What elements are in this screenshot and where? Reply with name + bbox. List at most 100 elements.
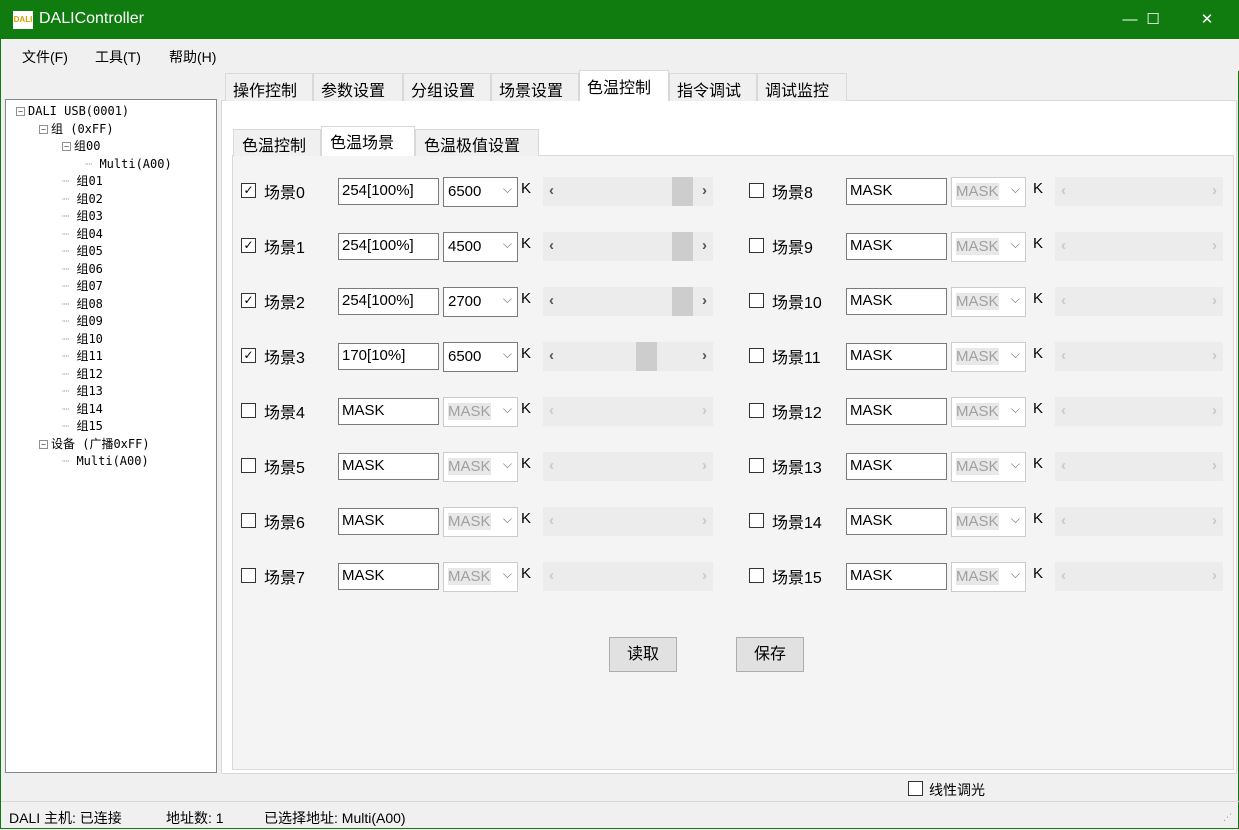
tree-node[interactable]: − 设备 (广播0xFF) [39,436,150,452]
slider-thumb[interactable] [672,177,693,206]
cct-select[interactable]: MASK ⌵ [951,287,1026,317]
chevron-right-icon[interactable]: › [1212,292,1217,309]
cct-select[interactable]: 6500 ⌵ [443,177,518,207]
resize-grip-icon[interactable]: ⋰ [1223,812,1232,822]
chevron-right-icon[interactable]: › [702,457,707,474]
scene-level-input[interactable]: MASK [338,508,439,535]
chevron-left-icon[interactable]: ‹ [1061,237,1066,254]
cct-slider[interactable]: ‹ › [543,287,713,316]
chevron-right-icon[interactable]: › [702,347,707,364]
cct-slider[interactable]: ‹ › [1055,397,1223,426]
cct-select[interactable]: MASK ⌵ [443,452,518,482]
linear-dimming-checkbox[interactable] [908,781,923,796]
chevron-left-icon[interactable]: ‹ [549,512,554,529]
scene-checkbox[interactable] [749,293,764,308]
chevron-right-icon[interactable]: › [1212,347,1217,364]
cct-select[interactable]: 4500 ⌵ [443,232,518,262]
close-button[interactable]: ✕ [1200,11,1214,28]
chevron-right-icon[interactable]: › [702,292,707,309]
minimize-button[interactable]: — [1122,11,1138,28]
scene-checkbox[interactable] [749,568,764,583]
chevron-left-icon[interactable]: ‹ [549,567,554,584]
tree-node[interactable]: ┈ 组02 [62,191,103,207]
scene-checkbox[interactable] [749,238,764,253]
tree-node[interactable]: ┈ 组13 [62,383,103,399]
cct-select[interactable]: MASK ⌵ [951,342,1026,372]
tree-node[interactable]: ┈ 组08 [62,296,103,312]
tree-node[interactable]: ┈ 组07 [62,278,103,294]
tree-node[interactable]: ┈ 组15 [62,418,103,434]
tab-1[interactable]: 参数设置 [313,73,403,101]
tree-node[interactable]: − 组 (0xFF) [39,121,114,137]
collapse-toggle-icon[interactable]: − [39,124,48,134]
menu-file[interactable]: 文件(F) [22,49,68,65]
tree-node[interactable]: ┈ 组04 [62,226,103,242]
scene-checkbox[interactable] [749,403,764,418]
chevron-right-icon[interactable]: › [1212,237,1217,254]
cct-select[interactable]: MASK ⌵ [951,177,1026,207]
scene-level-input[interactable]: 254[100%] [338,178,439,205]
chevron-left-icon[interactable]: ‹ [549,292,554,309]
tree-node[interactable]: ┈ 组03 [62,208,103,224]
tree-node[interactable]: ┈ 组14 [62,401,103,417]
subtab-2[interactable]: 色温极值设置 [415,129,539,156]
cct-select[interactable]: MASK ⌵ [443,507,518,537]
collapse-toggle-icon[interactable]: − [39,439,48,449]
scene-level-input[interactable]: MASK [846,453,947,480]
tree-node[interactable]: − 组00 [62,138,100,154]
scene-checkbox[interactable]: ✓ [241,183,256,198]
tree-node[interactable]: − DALI USB(0001) [16,103,129,119]
tab-0[interactable]: 操作控制 [225,73,313,101]
slider-thumb[interactable] [636,342,658,371]
cct-select[interactable]: 2700 ⌵ [443,287,518,317]
cct-slider[interactable]: ‹ › [543,342,713,371]
chevron-left-icon[interactable]: ‹ [1061,512,1066,529]
scene-checkbox[interactable] [749,348,764,363]
tree-node[interactable]: ┈ 组11 [62,348,103,364]
cct-slider[interactable]: ‹ › [1055,507,1223,536]
chevron-right-icon[interactable]: › [1212,457,1217,474]
chevron-right-icon[interactable]: › [1212,512,1217,529]
slider-thumb[interactable] [672,287,693,316]
scene-checkbox[interactable]: ✓ [241,293,256,308]
cct-select[interactable]: MASK ⌵ [951,562,1026,592]
cct-slider[interactable]: ‹ › [1055,562,1223,591]
chevron-left-icon[interactable]: ‹ [1061,402,1066,419]
chevron-left-icon[interactable]: ‹ [1061,567,1066,584]
scene-level-input[interactable]: MASK [846,508,947,535]
scene-checkbox[interactable] [749,183,764,198]
cct-select[interactable]: MASK ⌵ [443,562,518,592]
cct-select[interactable]: MASK ⌵ [951,507,1026,537]
scene-checkbox[interactable] [241,403,256,418]
tree-node[interactable]: ┈ 组05 [62,243,103,259]
tab-5[interactable]: 指令调试 [669,73,757,101]
cct-slider[interactable]: ‹ › [1055,452,1223,481]
slider-thumb[interactable] [672,232,693,261]
scene-checkbox[interactable]: ✓ [241,238,256,253]
cct-select[interactable]: 6500 ⌵ [443,342,518,372]
scene-level-input[interactable]: MASK [338,563,439,590]
cct-slider[interactable]: ‹ › [1055,342,1223,371]
scene-level-input[interactable]: 254[100%] [338,233,439,260]
cct-slider[interactable]: ‹ › [1055,287,1223,316]
cct-select[interactable]: MASK ⌵ [951,397,1026,427]
chevron-right-icon[interactable]: › [702,237,707,254]
chevron-left-icon[interactable]: ‹ [549,402,554,419]
collapse-toggle-icon[interactable]: − [62,142,71,151]
chevron-right-icon[interactable]: › [1212,567,1217,584]
scene-level-input[interactable]: MASK [846,178,947,205]
tab-2[interactable]: 分组设置 [403,73,491,101]
chevron-left-icon[interactable]: ‹ [1061,292,1066,309]
tree-node[interactable]: ┈ Multi(A00) [62,453,149,469]
scene-checkbox[interactable] [241,458,256,473]
scene-level-input[interactable]: MASK [338,398,439,425]
chevron-left-icon[interactable]: ‹ [549,457,554,474]
chevron-left-icon[interactable]: ‹ [1061,347,1066,364]
subtab-0[interactable]: 色温控制 [233,129,321,156]
subtab-1[interactable]: 色温场景 [321,126,415,156]
cct-slider[interactable]: ‹ › [1055,232,1223,261]
tree-node[interactable]: ┈ 组01 [62,173,103,189]
chevron-right-icon[interactable]: › [702,567,707,584]
cct-slider[interactable]: ‹ › [543,177,713,206]
tab-3[interactable]: 场景设置 [491,73,579,101]
